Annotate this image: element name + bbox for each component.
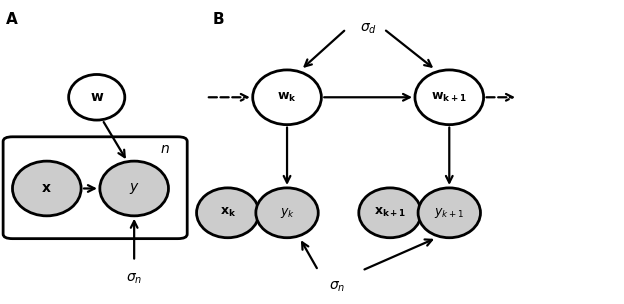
Text: $\mathbf{x_{k+1}}$: $\mathbf{x_{k+1}}$ [374, 206, 406, 219]
Ellipse shape [69, 74, 125, 120]
Text: $y_k$: $y_k$ [280, 206, 295, 220]
Text: $\mathbf{x}$: $\mathbf{x}$ [41, 181, 52, 195]
Ellipse shape [12, 161, 81, 216]
Text: A: A [6, 12, 18, 27]
Text: $y_{k+1}$: $y_{k+1}$ [434, 206, 464, 220]
Text: $n$: $n$ [160, 142, 170, 156]
Ellipse shape [256, 188, 318, 238]
Text: B: B [212, 12, 224, 27]
Ellipse shape [415, 70, 484, 125]
Ellipse shape [100, 161, 168, 216]
Text: $\sigma_n$: $\sigma_n$ [329, 280, 345, 294]
Text: $y$: $y$ [129, 181, 140, 196]
Text: $\mathbf{w_{k+1}}$: $\mathbf{w_{k+1}}$ [431, 91, 467, 104]
Text: $\sigma_n$: $\sigma_n$ [126, 272, 142, 286]
Ellipse shape [197, 188, 259, 238]
Ellipse shape [359, 188, 421, 238]
Text: $\mathbf{w}$: $\mathbf{w}$ [90, 90, 104, 104]
Text: $\mathbf{x_k}$: $\mathbf{x_k}$ [220, 206, 236, 219]
Ellipse shape [418, 188, 480, 238]
Text: $\mathbf{w_k}$: $\mathbf{w_k}$ [277, 91, 297, 104]
Text: $\sigma_d$: $\sigma_d$ [359, 21, 377, 36]
Ellipse shape [253, 70, 321, 125]
